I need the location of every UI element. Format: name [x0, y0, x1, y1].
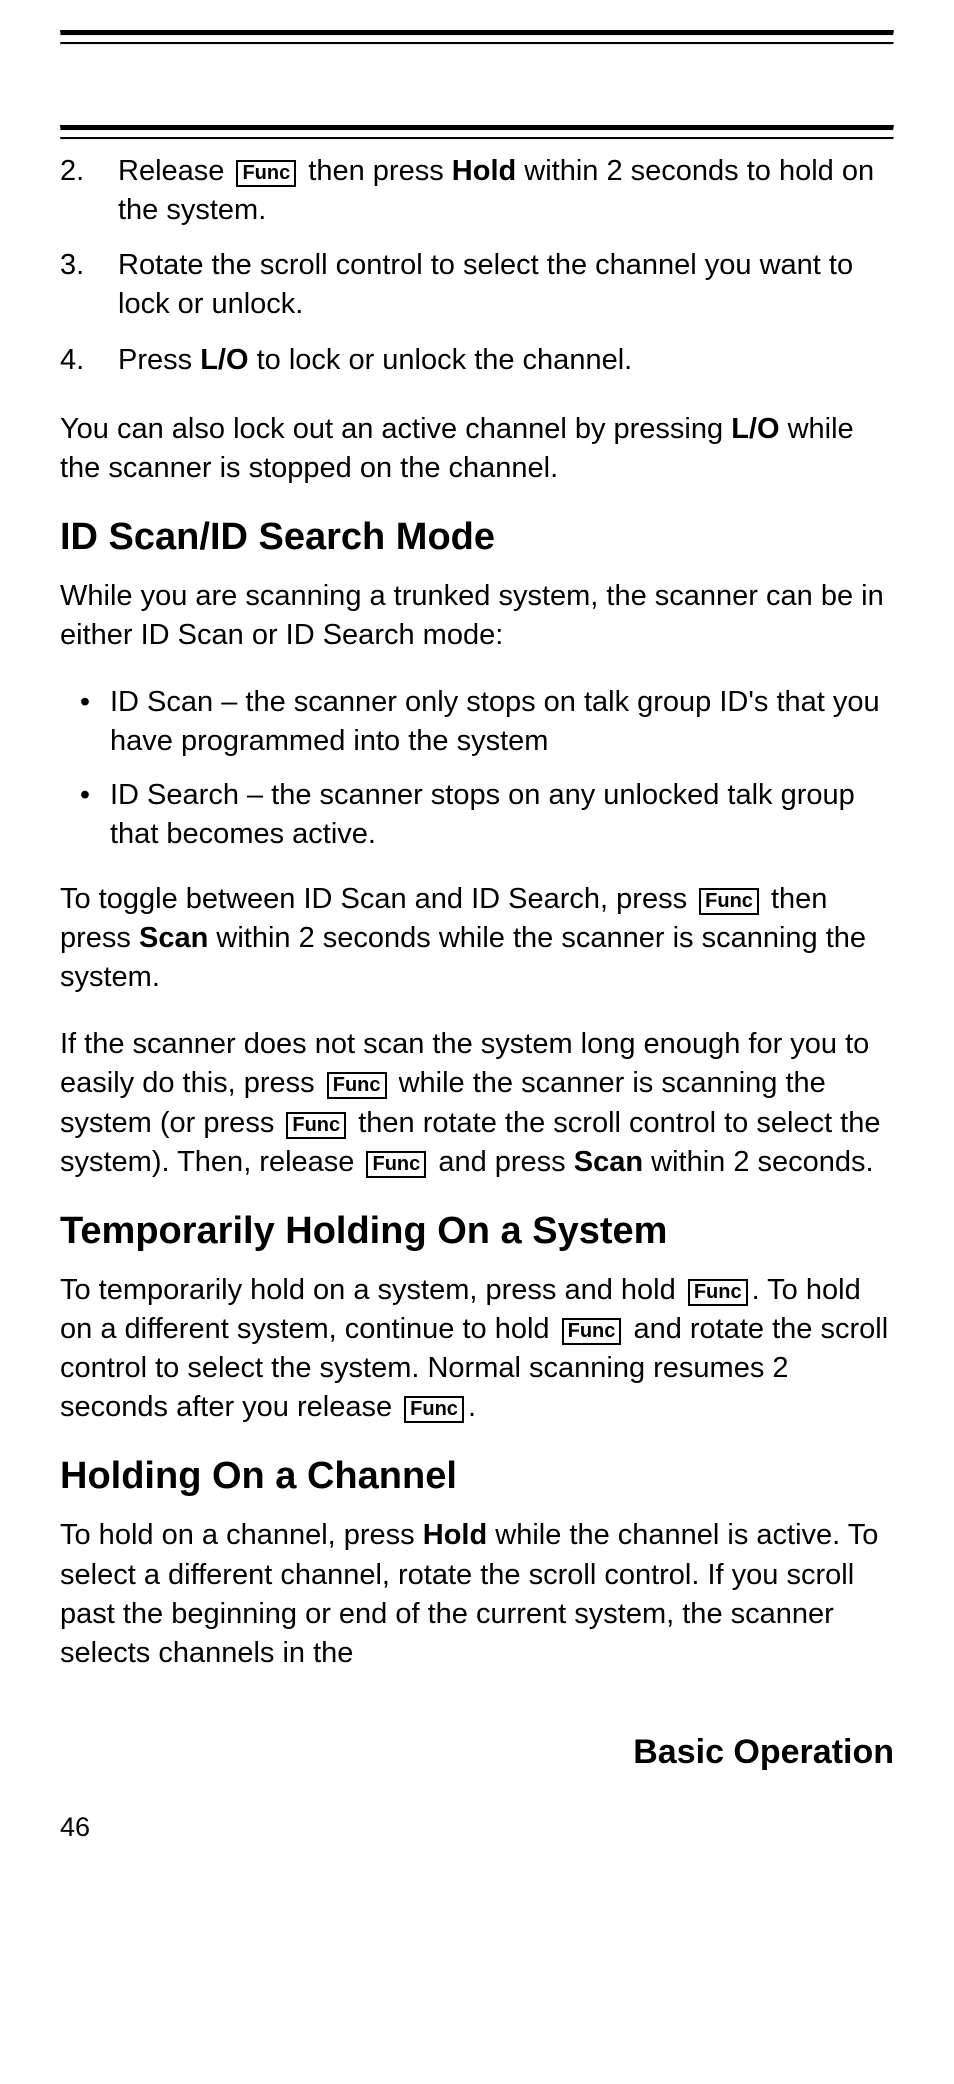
bullet-icon: • — [60, 683, 110, 722]
section-heading-temphold: Temporarily Holding On a System — [60, 1210, 894, 1253]
text: You can also lock out an active channel … — [60, 413, 731, 445]
func-key-icon: Func — [562, 1318, 622, 1345]
page-number: 46 — [60, 1812, 894, 1843]
text: to lock or unlock the channel. — [249, 344, 633, 376]
bullet-icon: • — [60, 776, 110, 815]
step-number: 4. — [60, 341, 118, 380]
bullet-text: ID Search – the scanner stops on any unl… — [110, 776, 894, 854]
text: To hold on a channel, press — [60, 1519, 423, 1551]
id-intro: While you are scanning a trunked system,… — [60, 577, 894, 655]
footer-section-title: Basic Operation — [60, 1733, 894, 1772]
func-key-icon: Func — [404, 1396, 464, 1423]
func-key-icon: Func — [286, 1112, 346, 1139]
text: . — [468, 1391, 476, 1423]
scan-key: Scan — [139, 922, 208, 954]
lo-key: L/O — [731, 413, 779, 445]
text: and press — [430, 1146, 573, 1178]
hold-key: Hold — [423, 1519, 487, 1551]
id-bullet-list: • ID Scan – the scanner only stops on ta… — [60, 683, 894, 854]
manual-page: 2. Release Func then press Hold within 2… — [0, 0, 954, 1883]
lockout-paragraph: You can also lock out an active channel … — [60, 410, 894, 488]
text: To temporarily hold on a system, press a… — [60, 1274, 684, 1306]
section-heading-idmode: ID Scan/ID Search Mode — [60, 516, 894, 559]
step-list: 2. Release Func then press Hold within 2… — [60, 152, 894, 380]
scan-key: Scan — [574, 1146, 643, 1178]
func-key-icon: Func — [327, 1072, 387, 1099]
text: then press — [300, 155, 452, 187]
top-rule-thin — [60, 42, 894, 45]
step-item: 2. Release Func then press Hold within 2… — [60, 152, 894, 230]
text: To toggle between ID Scan and ID Search,… — [60, 883, 695, 915]
bullet-text: ID Scan – the scanner only stops on talk… — [110, 683, 894, 761]
section-heading-holdchan: Holding On a Channel — [60, 1455, 894, 1498]
list-item: • ID Scan – the scanner only stops on ta… — [60, 683, 894, 761]
step-number: 2. — [60, 152, 118, 191]
list-item: • ID Search – the scanner stops on any u… — [60, 776, 894, 854]
temphold-paragraph: To temporarily hold on a system, press a… — [60, 1271, 894, 1428]
hold-key: Hold — [452, 155, 516, 187]
step-body: Press L/O to lock or unlock the channel. — [118, 341, 894, 380]
toggle-paragraph: To toggle between ID Scan and ID Search,… — [60, 880, 894, 997]
step-body: Release Func then press Hold within 2 se… — [118, 152, 894, 230]
text: Release — [118, 155, 232, 187]
long-paragraph: If the scanner does not scan the system … — [60, 1025, 894, 1182]
func-key-icon: Func — [688, 1279, 748, 1306]
holdchan-paragraph: To hold on a channel, press Hold while t… — [60, 1516, 894, 1673]
func-key-icon: Func — [236, 160, 296, 187]
step-body: Rotate the scroll control to select the … — [118, 246, 894, 324]
func-key-icon: Func — [366, 1151, 426, 1178]
func-key-icon: Func — [699, 888, 759, 915]
mid-rule-thin — [60, 137, 894, 140]
text: Press — [118, 344, 200, 376]
step-item: 4. Press L/O to lock or unlock the chann… — [60, 341, 894, 380]
text: within 2 seconds. — [643, 1146, 874, 1178]
step-item: 3. Rotate the scroll control to select t… — [60, 246, 894, 324]
lo-key: L/O — [200, 344, 248, 376]
step-number: 3. — [60, 246, 118, 285]
